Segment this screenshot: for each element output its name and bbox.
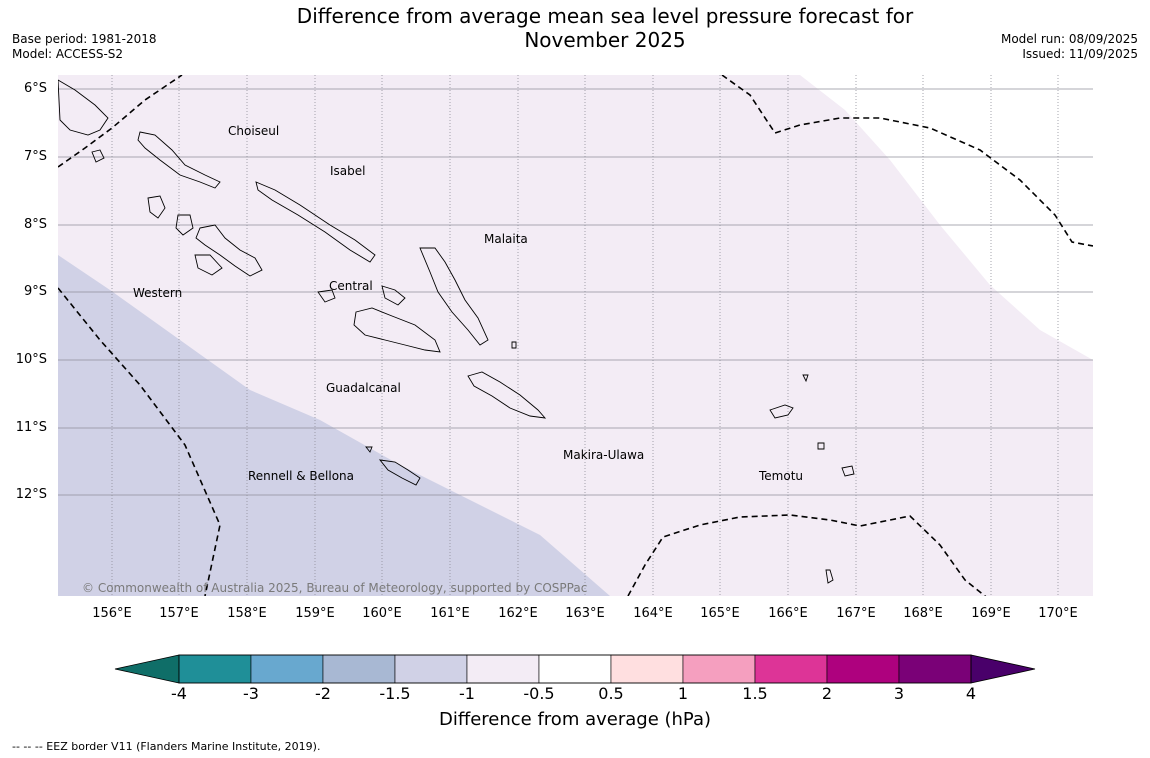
colorbar-tick-label: -2 bbox=[315, 684, 331, 703]
place-label-guadalcanal: Guadalcanal bbox=[326, 381, 401, 395]
lon-label: 164°E bbox=[633, 606, 673, 621]
anomaly-fill-neutral bbox=[800, 75, 1093, 360]
colorbar-tick-label: -3 bbox=[243, 684, 259, 703]
place-label-temotu: Temotu bbox=[759, 469, 804, 483]
colorbar-tick-label: 4 bbox=[965, 684, 977, 703]
eez-footnote: -- -- -- EEZ border V11 (Flanders Marine… bbox=[12, 740, 321, 753]
lon-label: 160°E bbox=[362, 606, 402, 621]
lon-label: 166°E bbox=[768, 606, 808, 621]
metadata-right: Model run: 08/09/2025 Issued: 11/09/2025 bbox=[1001, 32, 1138, 62]
copyright-notice: © Commonwealth of Australia 2025, Bureau… bbox=[82, 581, 588, 595]
colorbar-tick-label: -1 bbox=[459, 684, 475, 703]
lat-label: 10°S bbox=[15, 352, 47, 367]
lon-label: 161°E bbox=[430, 606, 470, 621]
lat-label: 12°S bbox=[15, 487, 47, 502]
lon-label: 165°E bbox=[700, 606, 740, 621]
model-text: Model: ACCESS-S2 bbox=[12, 47, 124, 61]
lon-label: 163°E bbox=[565, 606, 605, 621]
eez-border bbox=[58, 75, 1093, 596]
lat-label: 6°S bbox=[23, 81, 47, 96]
place-label-isabel: Isabel bbox=[330, 164, 366, 178]
colorbar-tick-label: 1.5 bbox=[742, 684, 768, 703]
place-label-makira-ulawa: Makira-Ulawa bbox=[563, 448, 645, 462]
colorbar-tick-label: 1 bbox=[677, 684, 689, 703]
lat-label: 9°S bbox=[23, 284, 47, 299]
lon-label: 162°E bbox=[498, 606, 538, 621]
graticule bbox=[58, 75, 1093, 596]
colorbar-tick-label: 0.5 bbox=[598, 684, 624, 703]
anomaly-fill-darker bbox=[58, 255, 610, 596]
coastlines bbox=[58, 79, 855, 584]
colorbar-label: Difference from average (hPa) bbox=[438, 709, 712, 730]
place-label-choiseul: Choiseul bbox=[228, 124, 280, 138]
lat-label: 11°S bbox=[15, 420, 47, 435]
chart-title: Difference from average mean sea level p… bbox=[296, 4, 914, 52]
lon-label: 169°E bbox=[971, 606, 1011, 621]
colorbar-tick-label: 2 bbox=[821, 684, 833, 703]
place-label-rennell-bellona: Rennell & Bellona bbox=[248, 469, 355, 483]
place-label-western: Western bbox=[133, 286, 183, 300]
colorbar-tick-label: -1.5 bbox=[379, 684, 411, 703]
lon-label: 168°E bbox=[903, 606, 943, 621]
metadata-left: Base period: 1981-2018 Model: ACCESS-S2 bbox=[12, 32, 157, 62]
lon-label: 158°E bbox=[227, 606, 267, 621]
lat-label: 8°S bbox=[23, 217, 47, 232]
lon-label: 170°E bbox=[1038, 606, 1078, 621]
lat-label: 7°S bbox=[23, 149, 47, 164]
model-run-text: Model run: 08/09/2025 bbox=[1000, 32, 1138, 46]
colorbar-tick-label: 3 bbox=[893, 684, 905, 703]
place-label-malaita: Malaita bbox=[484, 232, 528, 246]
base-period-text: Base period: 1981-2018 bbox=[12, 32, 157, 46]
lon-label: 167°E bbox=[836, 606, 876, 621]
lon-label: 157°E bbox=[159, 606, 199, 621]
issued-text: Issued: 11/09/2025 bbox=[1022, 47, 1138, 61]
place-label-central: Central bbox=[329, 279, 373, 293]
lon-label: 156°E bbox=[92, 606, 132, 621]
colorbar-tick-label: -4 bbox=[171, 684, 187, 703]
lon-label: 159°E bbox=[295, 606, 335, 621]
colorbar-tick-label: -0.5 bbox=[523, 684, 555, 703]
